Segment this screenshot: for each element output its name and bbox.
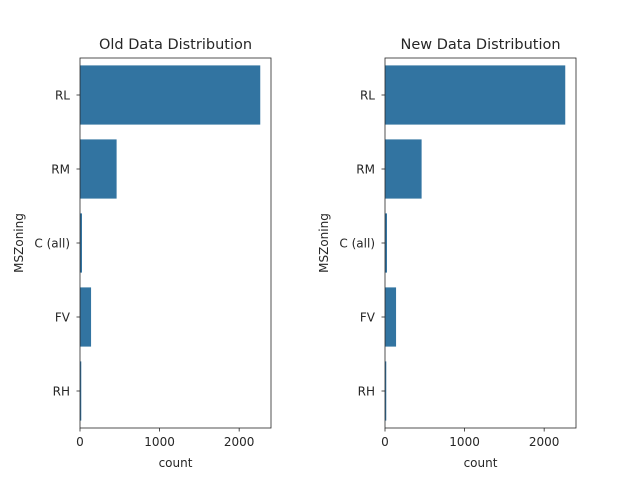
y-tick-label-new-1: RM (356, 163, 375, 177)
x-tick-label-new-2: 2000 (529, 435, 560, 449)
chart-title-old: Old Data Distribution (99, 37, 252, 53)
y-tick-label-new-2: C (all) (339, 237, 375, 251)
x-axis-label-new: count (464, 456, 498, 470)
y-axis-label-old: MSZoning (12, 213, 26, 273)
y-tick-label-old-2: C (all) (34, 237, 70, 251)
bar-new-1 (385, 139, 422, 199)
bar-old-4 (80, 361, 82, 421)
bar-old-0 (80, 65, 261, 125)
x-tick-label-old-0: 0 (76, 435, 84, 449)
bar-old-1 (80, 139, 117, 199)
y-tick-label-old-0: RL (55, 89, 70, 103)
axes-frame-old (79, 57, 272, 429)
y-tick-label-old-4: RH (53, 385, 70, 399)
x-tick-label-new-0: 0 (381, 435, 389, 449)
bar-new-2 (385, 213, 387, 273)
bar-new-0 (385, 65, 566, 125)
y-tick-label-old-3: FV (55, 311, 71, 325)
y-tick-label-new-0: RL (360, 89, 375, 103)
chart-panel-old: RL RM C (all) FV RH 0 1000 2000 Old Data Distrib… (12, 37, 272, 470)
y-axis-label-new: MSZoning (317, 213, 331, 273)
x-tick-label-new-1: 1000 (449, 435, 480, 449)
bar-old-3 (80, 287, 92, 347)
x-tick-label-old-1: 1000 (144, 435, 175, 449)
chart-panel-new: RL RM C (all) FV RH 0 1000 2000 New Data Distrib… (317, 37, 577, 470)
y-tick-label-old-1: RM (51, 163, 70, 177)
bar-new-4 (385, 361, 387, 421)
chart-title-new: New Data Distribution (400, 37, 560, 53)
bar-new-3 (385, 287, 397, 347)
axes-frame-new (384, 57, 577, 429)
x-axis-label-old: count (159, 456, 193, 470)
y-tick-label-new-4: RH (358, 385, 375, 399)
y-tick-label-new-3: FV (360, 311, 376, 325)
x-tick-label-old-2: 2000 (224, 435, 255, 449)
bar-old-2 (80, 213, 82, 273)
